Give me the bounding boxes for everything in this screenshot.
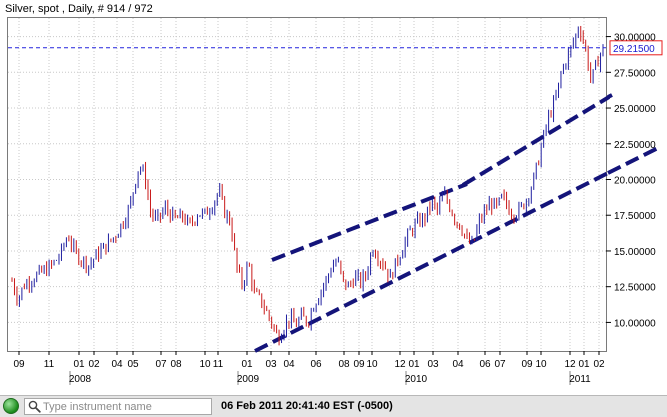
time-axis-label: 07 — [494, 359, 506, 370]
bottom-toolbar: 06 Feb 2011 20:41:40 EST (-0500) — [0, 395, 667, 417]
time-axis-label: 05 — [127, 359, 139, 370]
time-axis-label: 06 — [479, 359, 491, 370]
time-axis-label: 08 — [338, 359, 350, 370]
magnifier-icon — [28, 400, 41, 413]
price-axis-label: 27.50000 — [614, 68, 656, 79]
green-status-dot-icon[interactable] — [3, 398, 19, 414]
price-axis-label: 22.50000 — [614, 140, 656, 151]
time-axis-label: 01 — [241, 359, 253, 370]
price-axis-label: 20.00000 — [614, 175, 656, 186]
status-timestamp: 06 Feb 2011 20:41:40 EST (-0500) — [221, 400, 393, 412]
time-axis-label: 09 — [13, 359, 25, 370]
time-axis-label: 10 — [366, 359, 378, 370]
time-axis-label: 09 — [521, 359, 533, 370]
upper-channel-trendline-ext — [461, 95, 611, 187]
time-axis-label: 02 — [593, 359, 605, 370]
price-axis-label: 10.00000 — [614, 318, 656, 329]
time-axis-label: 01 — [73, 359, 85, 370]
current-price-tag-label: 29.21500 — [613, 44, 655, 55]
time-axis-label: 03 — [427, 359, 439, 370]
price-chart[interactable]: 10.00000 12.50000 15.00000 17.50000 20.00000… — [0, 0, 667, 395]
trendline-layer[interactable] — [254, 93, 661, 353]
price-axis-label: 15.00000 — [614, 247, 656, 258]
instrument-search-input[interactable] — [43, 399, 209, 414]
current-price-tag-layer: 29.21500 — [609, 40, 663, 56]
lower-trendline-edge — [607, 145, 661, 175]
upper-channel-trendline — [271, 182, 468, 262]
chart-title: Silver, spot , Daily, # 914 / 972 — [5, 3, 153, 15]
price-axis-label: 12.50000 — [614, 283, 656, 294]
time-axis-label: 04 — [283, 359, 295, 370]
time-axis-label: 12 — [564, 359, 576, 370]
time-axis[interactable]: 09 11 01 02 04 05 07 08 10 11 01 03 04 06 08 09 10 12 01 03… — [13, 351, 605, 385]
plot-frame — [7, 17, 607, 352]
time-axis-label: 07 — [155, 359, 167, 370]
time-axis-label: 06 — [310, 359, 322, 370]
year-label: 2009 — [237, 374, 260, 385]
current-price-tag — [609, 40, 663, 56]
upper-trendline-edge — [607, 93, 613, 99]
year-label: 2010 — [405, 374, 428, 385]
grid-layer — [8, 18, 606, 351]
chart-area[interactable]: 10.00000 12.50000 15.00000 17.50000 20.00000… — [0, 0, 667, 395]
year-label: 2011 — [569, 374, 591, 385]
price-axis-label: 25.00000 — [614, 104, 656, 115]
time-axis-label: 11 — [213, 359, 224, 370]
time-axis-label: 08 — [170, 359, 182, 370]
price-axis-label: 30.00000 — [614, 33, 656, 44]
lower-channel-trendline — [254, 171, 609, 353]
price-axis-label: 17.50000 — [614, 211, 656, 222]
year-label: 2008 — [69, 374, 92, 385]
time-axis-label: 10 — [535, 359, 547, 370]
price-axis[interactable]: 10.00000 12.50000 15.00000 17.50000 20.00000… — [606, 33, 656, 330]
time-axis-label: 09 — [353, 359, 365, 370]
time-axis-label: 04 — [111, 359, 123, 370]
time-axis-label: 03 — [265, 359, 277, 370]
time-axis-label: 02 — [88, 359, 100, 370]
time-axis-label: 01 — [578, 359, 590, 370]
time-axis-label: 01 — [408, 359, 420, 370]
instrument-search-box[interactable] — [24, 398, 212, 415]
time-axis-label: 12 — [394, 359, 406, 370]
time-axis-label: 10 — [199, 359, 211, 370]
time-axis-label: 11 — [44, 359, 55, 370]
candlestick-series — [11, 25, 604, 346]
time-axis-label: 04 — [452, 359, 464, 370]
